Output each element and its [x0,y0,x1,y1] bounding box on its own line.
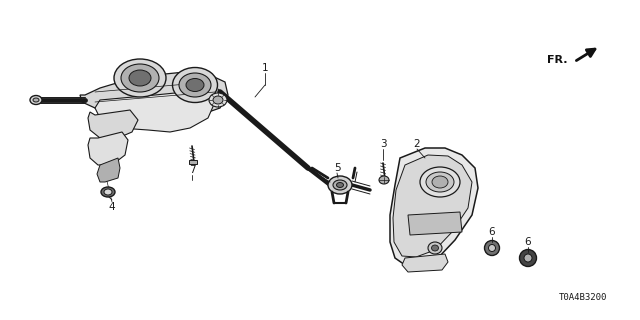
Polygon shape [408,212,462,235]
Ellipse shape [337,182,344,188]
Ellipse shape [431,245,438,251]
Polygon shape [189,160,197,164]
Polygon shape [402,254,448,272]
Ellipse shape [484,241,499,255]
Ellipse shape [101,187,115,197]
Ellipse shape [179,73,211,97]
Polygon shape [97,158,120,182]
Ellipse shape [420,167,460,197]
Ellipse shape [379,176,389,184]
Ellipse shape [520,250,536,267]
Ellipse shape [333,180,347,190]
Ellipse shape [104,189,112,195]
Text: FR.: FR. [547,55,568,65]
Ellipse shape [488,244,495,252]
Ellipse shape [186,78,204,92]
Ellipse shape [114,59,166,97]
Text: 6: 6 [525,237,531,247]
Polygon shape [393,155,472,257]
Polygon shape [95,92,215,132]
Text: T0A4B3200: T0A4B3200 [559,293,607,302]
Polygon shape [80,72,228,118]
Ellipse shape [426,172,454,192]
Ellipse shape [432,176,448,188]
Ellipse shape [30,95,42,105]
Ellipse shape [213,96,223,104]
Text: 5: 5 [333,163,340,173]
Text: 1: 1 [262,63,268,73]
Polygon shape [390,148,478,265]
Ellipse shape [428,242,442,254]
Text: 2: 2 [413,139,420,149]
Text: 6: 6 [489,227,495,237]
Text: 3: 3 [380,139,387,149]
Ellipse shape [524,254,532,262]
Text: 7: 7 [189,165,195,175]
Ellipse shape [328,176,352,194]
Polygon shape [88,132,128,165]
Ellipse shape [129,70,151,86]
Ellipse shape [209,93,227,107]
Ellipse shape [173,68,218,102]
Polygon shape [88,110,138,138]
Ellipse shape [121,64,159,92]
Ellipse shape [33,98,39,102]
Text: 4: 4 [109,202,115,212]
